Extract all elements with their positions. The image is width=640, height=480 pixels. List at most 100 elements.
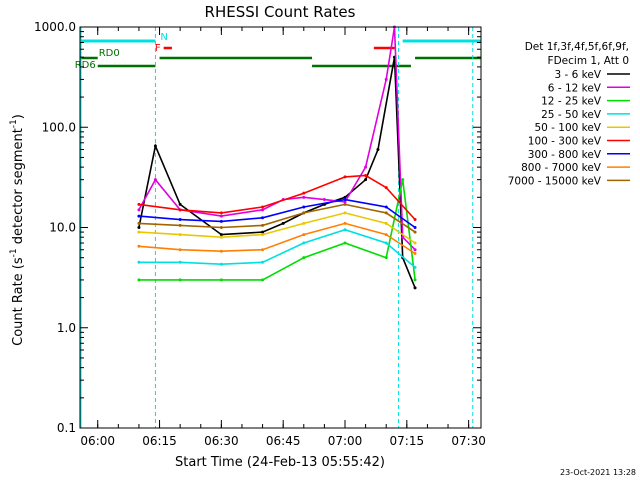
data-point (302, 195, 306, 199)
legend-header-line-1: Det 1f,3f,4f,5f,6f,9f, (525, 41, 629, 53)
data-point (261, 233, 265, 237)
chart-title: RHESSI Count Rates (205, 3, 356, 21)
data-point (178, 278, 182, 282)
y-axis-label-exp1: -1 (9, 248, 19, 257)
data-point (413, 252, 417, 256)
data-point (261, 223, 265, 227)
data-point (401, 178, 405, 182)
data-point (302, 256, 306, 260)
axes: 06:00 06:15 06:30 06:45 07:00 07:15 07:30 0.1 1.… (34, 20, 486, 448)
legend-label-5: 100 - 300 keV (528, 136, 602, 148)
legend-label-7: 800 - 7000 keV (521, 162, 602, 174)
data-point (302, 241, 306, 245)
data-point (302, 221, 306, 225)
data-point (413, 248, 417, 252)
data-point (153, 178, 157, 182)
data-point (137, 278, 141, 282)
data-point (343, 195, 347, 199)
data-point (219, 249, 223, 253)
data-point (343, 198, 347, 202)
data-point (364, 178, 368, 182)
status-label-n: N (160, 32, 167, 43)
series-line-8 (138, 203, 416, 233)
data-point (219, 214, 223, 218)
x-axis-label: Start Time (24-Feb-13 05:55:42) (175, 455, 385, 470)
x-tick-label-0: 06:00 (80, 434, 115, 448)
data-point (302, 233, 306, 237)
data-point (137, 226, 141, 229)
legend: Det 1f,3f,4f,5f,6f,9f, FDecim 1, Att 0 3… (508, 41, 630, 187)
data-point (261, 205, 265, 209)
data-point (178, 218, 182, 222)
data-point (413, 278, 417, 282)
data-point (384, 233, 388, 237)
footer-date: 23-Oct-2021 13:28 (560, 468, 636, 477)
data-point (219, 262, 223, 266)
x-tick-label-5: 07:15 (390, 434, 425, 448)
data-point (219, 235, 223, 239)
x-tick-label-4: 07:00 (328, 434, 363, 448)
data-point (178, 260, 182, 264)
data-point (343, 200, 347, 204)
legend-label-6: 300 - 800 keV (528, 149, 602, 161)
data-point (413, 226, 417, 229)
data-point (343, 211, 347, 215)
data-point (219, 219, 223, 223)
x-tick-label-2: 06:30 (204, 434, 239, 448)
data-point (384, 256, 388, 260)
y-tick-label-1: 1.0 (57, 321, 76, 335)
legend-label-0: 3 - 6 keV (554, 69, 601, 81)
data-point (302, 191, 306, 195)
legend-label-3: 25 - 50 keV (541, 109, 602, 121)
data-point (343, 221, 347, 225)
status-label-f: F (155, 43, 161, 54)
data-point (153, 144, 157, 148)
y-axis-label-exp2: -1 (9, 119, 19, 128)
data-point (137, 221, 141, 225)
status-label-rd0: RD0 (99, 48, 120, 59)
data-point (219, 226, 223, 229)
data-point (322, 198, 326, 202)
data-point (261, 216, 265, 220)
y-tick-label-0: 0.1 (57, 421, 76, 435)
data-point (413, 230, 417, 234)
y-tick-label-2: 10.0 (49, 221, 76, 235)
series-line-3 (138, 228, 416, 269)
y-axis-label-mid: detector segment (11, 128, 26, 248)
data-point (384, 205, 388, 209)
data-point (413, 286, 417, 290)
data-point (219, 211, 223, 215)
data-point (261, 208, 265, 212)
y-axis-label: Count Rate (s-1 detector segment-1) (9, 114, 26, 346)
x-tick-label-3: 06:45 (266, 434, 301, 448)
data-point (178, 233, 182, 237)
series-line-6 (138, 198, 416, 229)
data-point (413, 218, 417, 222)
data-point (364, 165, 368, 169)
data-point (401, 235, 405, 239)
series-line-0 (138, 57, 416, 289)
legend-label-8: 7000 - 15000 keV (508, 175, 602, 187)
legend-label-2: 12 - 25 keV (541, 96, 602, 108)
data-point (178, 202, 182, 206)
data-point (281, 221, 285, 225)
status-label-rd6: RD6 (75, 60, 96, 71)
data-point (343, 175, 347, 179)
x-tick-label-1: 06:15 (142, 434, 177, 448)
data-point (384, 77, 388, 81)
data-point (137, 244, 141, 248)
data-point (137, 214, 141, 218)
y-axis-label-end: ) (11, 114, 26, 119)
data-point (261, 248, 265, 252)
data-point (261, 230, 265, 234)
data-point (137, 260, 141, 264)
data-point (302, 205, 306, 209)
data-point (219, 233, 223, 237)
data-point (384, 221, 388, 225)
data-point (178, 248, 182, 252)
data-point (261, 278, 265, 282)
y-axis-label-start: Count Rate (s (11, 257, 26, 346)
series-line-7 (138, 222, 416, 255)
